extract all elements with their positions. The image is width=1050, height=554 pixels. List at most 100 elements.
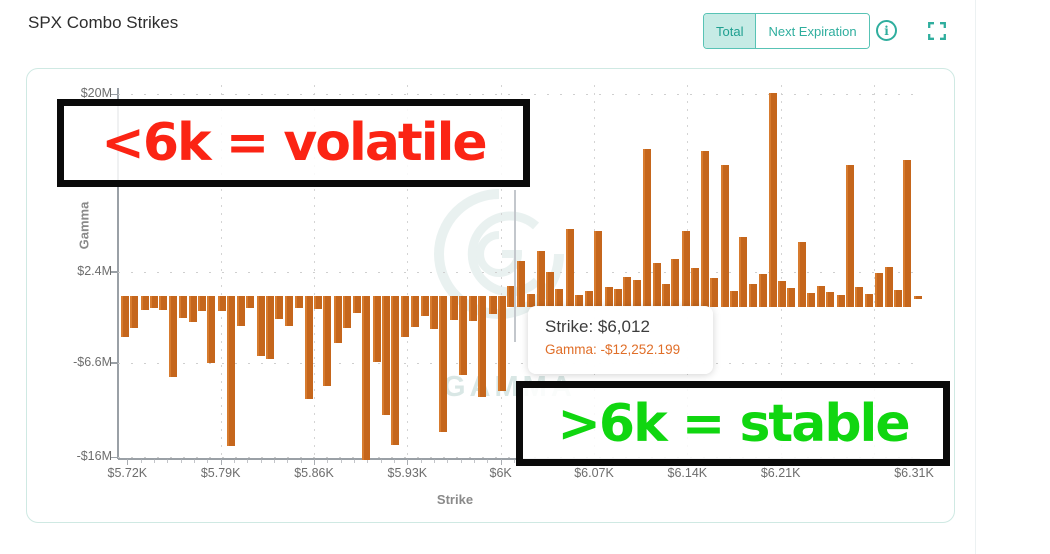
annotation-volatile: <6k = volatile [57,99,530,187]
gamma-bar[interactable] [382,296,390,416]
annotation-stable-text: >6k = stable [557,393,910,454]
gamma-bar[interactable] [130,296,138,329]
gamma-bar[interactable] [372,296,381,362]
gamma-bar[interactable] [527,293,536,307]
gamma-bar[interactable] [323,296,332,386]
gamma-bar[interactable] [730,290,738,307]
gamma-bar[interactable] [188,296,197,323]
x-tick-mark-minor [167,459,169,463]
gamma-bar[interactable] [855,286,864,307]
gamma-bar[interactable] [516,260,525,307]
fullscreen-icon[interactable] [928,22,946,45]
gamma-bar[interactable] [411,296,420,328]
gamma-bar[interactable] [836,294,845,307]
gamma-bar[interactable] [759,273,768,307]
gamma-bar[interactable] [555,288,564,307]
gamma-bar[interactable] [662,283,670,307]
gamma-bar[interactable] [343,296,352,329]
x-tick-label: $6K [489,466,512,480]
gamma-bar[interactable] [798,241,806,307]
x-tick-mark-minor [207,459,209,463]
gamma-bar[interactable] [304,296,313,399]
gamma-bar[interactable] [459,296,468,375]
gamma-bar[interactable] [159,296,168,311]
gamma-bar[interactable] [450,296,458,321]
gamma-bar[interactable] [198,296,206,312]
gamma-bar[interactable] [864,293,873,307]
gamma-bar[interactable] [295,296,304,309]
toggle-total[interactable]: Total [704,14,757,48]
gamma-bar[interactable] [218,296,226,312]
gamma-bar[interactable] [614,288,622,307]
gamma-bar[interactable] [179,296,188,319]
gamma-bar[interactable] [439,296,448,433]
gamma-bar[interactable] [584,290,593,307]
gamma-bar[interactable] [420,296,429,317]
gamma-bar[interactable] [623,276,632,307]
gamma-bar[interactable] [652,262,661,307]
gamma-bar[interactable] [478,296,486,397]
gamma-bar[interactable] [227,296,236,447]
gamma-bar[interactable] [739,237,748,307]
gamma-bar[interactable] [352,296,361,314]
gamma-bar[interactable] [236,296,245,327]
gamma-bar[interactable] [884,266,893,307]
gamma-bar[interactable] [498,296,506,391]
gamma-bar[interactable] [430,296,438,330]
gamma-bar[interactable] [536,250,545,307]
y-tick-mark [111,93,117,96]
gamma-bar[interactable] [566,229,574,307]
y-axis-line [117,88,119,459]
tooltip-strike: Strike: $6,012 [545,317,650,336]
gamma-bar[interactable] [284,296,293,327]
gamma-bar[interactable] [778,280,786,307]
gamma-bar[interactable] [748,283,757,307]
gamma-bar[interactable] [700,150,709,307]
x-tick-mark-minor [420,459,422,463]
gamma-bar[interactable] [632,279,641,307]
gamma-bar[interactable] [671,258,680,307]
gamma-bar[interactable] [400,296,409,338]
gamma-bar[interactable] [362,296,370,460]
gamma-bar[interactable] [787,287,796,307]
gamma-bar[interactable] [643,148,652,307]
gamma-bar[interactable] [846,164,854,307]
gamma-bar[interactable] [150,296,158,309]
gamma-bar[interactable] [575,294,584,307]
gamma-bar[interactable] [875,272,884,307]
gamma-bar[interactable] [246,296,254,309]
gamma-bar[interactable] [816,285,825,307]
gamma-bar[interactable] [207,296,216,363]
gamma-bar[interactable] [468,296,477,322]
gamma-bar[interactable] [168,296,177,377]
x-tick-label: $6.14K [667,466,708,480]
gamma-bar[interactable] [604,286,613,307]
toggle-next-expiration[interactable]: Next Expiration [756,14,869,48]
gamma-bar[interactable] [720,164,729,307]
gamma-bar[interactable] [826,291,834,307]
gamma-bar[interactable] [903,159,912,307]
gamma-bar[interactable] [256,296,265,356]
gamma-bar[interactable] [391,296,400,446]
gamma-bar[interactable] [914,296,922,300]
gamma-bar[interactable] [691,267,700,307]
gamma-bar[interactable] [594,231,602,307]
gamma-bar[interactable] [894,289,902,307]
gamma-bar[interactable] [334,296,342,344]
info-icon[interactable]: i [876,20,897,41]
gamma-bar[interactable] [140,296,149,311]
gamma-bar[interactable] [682,231,690,307]
gamma-bar[interactable] [807,292,816,307]
x-tick-mark-minor [354,459,355,463]
gamma-bar[interactable] [710,277,718,307]
gamma-bar[interactable] [120,296,129,338]
gamma-bar[interactable] [488,296,497,315]
gamma-bar[interactable] [546,271,554,307]
gamma-bar[interactable] [507,285,516,307]
gamma-bar[interactable] [768,93,777,307]
gamma-bar[interactable] [275,296,284,320]
x-tick-mark-minor [474,459,475,463]
annotation-stable: >6k = stable [516,381,950,466]
gamma-bar[interactable] [314,296,322,310]
gamma-bar[interactable] [266,296,274,359]
